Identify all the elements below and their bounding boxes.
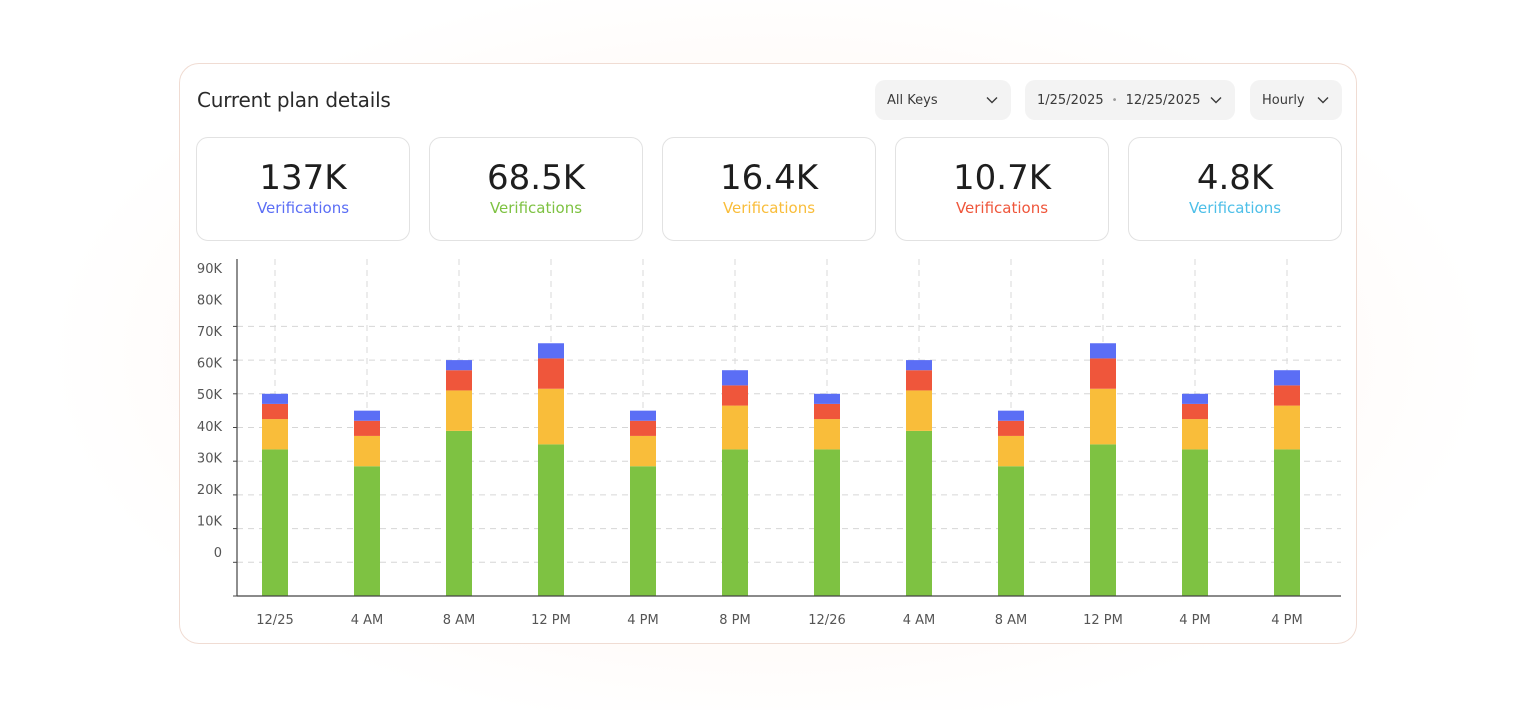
- bar-segment-blue: [722, 370, 748, 386]
- x-tick-label: 8 AM: [995, 613, 1028, 628]
- bar-segment-red: [630, 420, 656, 436]
- bar-segment-green: [906, 430, 932, 596]
- bar-segment-green: [538, 444, 564, 596]
- bar-segment-red: [262, 403, 288, 420]
- stat-label: Verifications: [256, 199, 350, 217]
- y-tick-label: 0: [214, 546, 222, 561]
- bar-segment-green: [1274, 449, 1300, 596]
- keys-dropdown-label: All Keys: [887, 92, 938, 108]
- stat-value: 16.4K: [720, 158, 818, 198]
- y-tick-label: 40K: [197, 420, 223, 435]
- bar-segment-yellow: [1090, 388, 1116, 445]
- bar-segment-green: [1090, 444, 1116, 596]
- bar-segment-blue: [1182, 393, 1208, 404]
- stat-card-2: 68.5K Verifications: [429, 137, 643, 241]
- x-tick-label: 4 PM: [1271, 613, 1302, 628]
- x-tick-label: 4 AM: [903, 613, 936, 628]
- bar-segment-green: [814, 449, 840, 596]
- bar-segment-yellow: [1182, 419, 1208, 450]
- bar-segment-yellow: [906, 390, 932, 431]
- bar-segment-blue: [630, 410, 656, 421]
- bar-segment-green: [630, 466, 656, 596]
- chevron-down-icon: [1210, 97, 1222, 104]
- bar-segment-red: [998, 420, 1024, 436]
- stat-label: Verifications: [489, 199, 583, 217]
- bar-segment-yellow: [998, 435, 1024, 467]
- stat-card-3: 16.4K Verifications: [662, 137, 876, 241]
- stat-value: 10.7K: [953, 158, 1051, 198]
- granularity-dropdown[interactable]: Hourly: [1250, 80, 1342, 120]
- stat-card-4: 10.7K Verifications: [895, 137, 1109, 241]
- bar-segment-yellow: [1274, 405, 1300, 450]
- chevron-down-icon: [986, 97, 998, 104]
- bar-segment-green: [722, 449, 748, 596]
- granularity-label: Hourly: [1262, 92, 1305, 108]
- page-title: Current plan details: [197, 88, 391, 112]
- bar-segment-red: [814, 403, 840, 420]
- bar-segment-red: [906, 370, 932, 391]
- y-tick-label: 80K: [197, 294, 223, 309]
- stat-label: Verifications: [955, 199, 1049, 217]
- stat-value: 68.5K: [487, 158, 585, 198]
- bar-segment-green: [1182, 449, 1208, 596]
- bar-segment-blue: [814, 393, 840, 404]
- bar-segment-red: [1274, 385, 1300, 406]
- x-tick-label: 12 PM: [1083, 613, 1123, 628]
- date-range-start: 1/25/2025: [1037, 92, 1104, 108]
- bar-segment-blue: [998, 410, 1024, 421]
- chevron-down-icon: [1317, 97, 1329, 104]
- x-tick-label: 4 PM: [1179, 613, 1210, 628]
- bar-segment-yellow: [630, 435, 656, 467]
- bar-segment-red: [1182, 403, 1208, 420]
- date-range-separator: •: [1111, 94, 1118, 106]
- stat-label: Verifications: [1188, 199, 1282, 217]
- x-tick-label: 4 PM: [627, 613, 658, 628]
- bar-segment-yellow: [722, 405, 748, 450]
- bar-segment-yellow: [354, 435, 380, 467]
- bar-segment-yellow: [446, 390, 472, 431]
- x-tick-label: 8 AM: [443, 613, 476, 628]
- date-range-picker[interactable]: 1/25/2025 • 12/25/2025: [1025, 80, 1235, 120]
- y-tick-label: 20K: [197, 483, 223, 498]
- bar-segment-blue: [446, 360, 472, 371]
- date-range-end: 12/25/2025: [1125, 92, 1201, 108]
- bar-segment-blue: [538, 343, 564, 359]
- bar-segment-blue: [1090, 343, 1116, 359]
- x-tick-label: 12 PM: [531, 613, 571, 628]
- bar-segment-blue: [354, 410, 380, 421]
- bar-segment-yellow: [538, 388, 564, 445]
- x-tick-label: 12/25: [256, 613, 293, 628]
- y-tick-label: 90K: [197, 262, 223, 277]
- y-tick-label: 50K: [197, 388, 223, 403]
- y-tick-label: 60K: [197, 357, 223, 372]
- bar-segment-green: [262, 449, 288, 596]
- stat-value: 137K: [259, 158, 347, 198]
- y-tick-label: 10K: [197, 514, 223, 529]
- x-tick-label: 4 AM: [351, 613, 384, 628]
- bar-segment-blue: [262, 393, 288, 404]
- keys-dropdown[interactable]: All Keys: [875, 80, 1011, 120]
- bar-segment-green: [446, 430, 472, 596]
- bar-segment-blue: [1274, 370, 1300, 386]
- bar-segment-red: [446, 370, 472, 391]
- bar-segment-green: [354, 466, 380, 596]
- bar-segment-green: [998, 466, 1024, 596]
- bar-segment-red: [1090, 358, 1116, 389]
- bar-segment-yellow: [814, 419, 840, 450]
- bar-segment-blue: [906, 360, 932, 371]
- stat-card-1: 137K Verifications: [196, 137, 410, 241]
- bar-segment-red: [354, 420, 380, 436]
- stat-value: 4.8K: [1196, 158, 1274, 198]
- stat-label: Verifications: [722, 199, 816, 217]
- bar-segment-yellow: [262, 419, 288, 450]
- x-tick-label: 12/26: [808, 613, 845, 628]
- bar-segment-red: [538, 358, 564, 389]
- x-tick-label: 8 PM: [719, 613, 750, 628]
- stat-card-5: 4.8K Verifications: [1128, 137, 1342, 241]
- y-tick-label: 70K: [197, 325, 223, 340]
- y-tick-label: 30K: [197, 451, 223, 466]
- bar-segment-red: [722, 385, 748, 406]
